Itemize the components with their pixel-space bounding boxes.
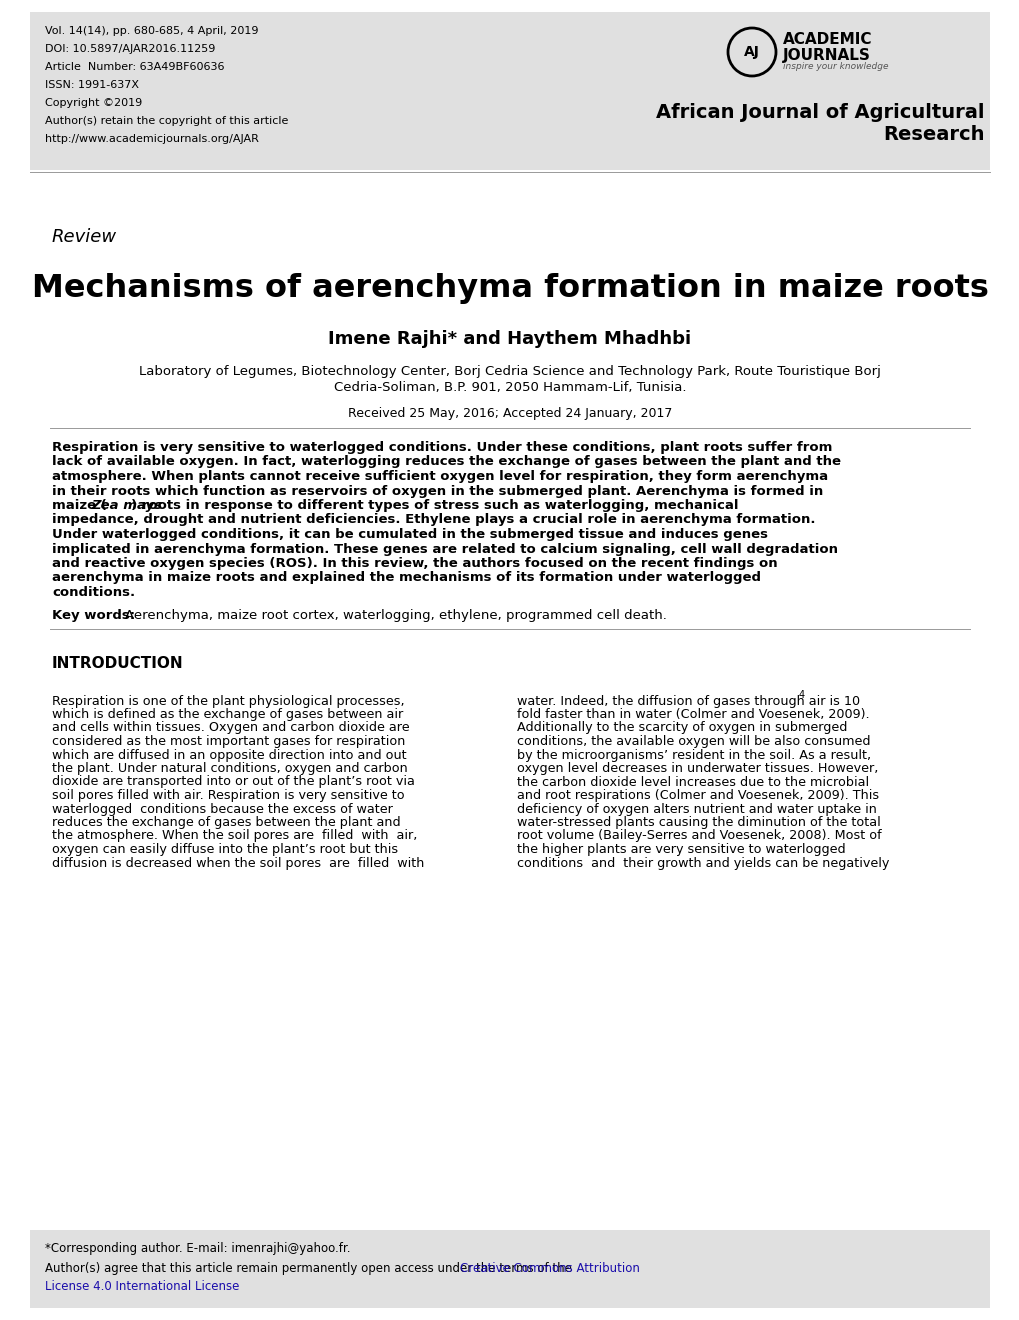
Text: Research: Research: [882, 124, 984, 144]
Text: reduces the exchange of gases between the plant and: reduces the exchange of gases between th…: [52, 816, 400, 829]
Text: Vol. 14(14), pp. 680-685, 4 April, 2019: Vol. 14(14), pp. 680-685, 4 April, 2019: [45, 26, 258, 36]
Text: and reactive oxygen species (ROS). In this review, the authors focused on the re: and reactive oxygen species (ROS). In th…: [52, 557, 776, 570]
Text: and root respirations (Colmer and Voesenek, 2009). This: and root respirations (Colmer and Voesen…: [517, 789, 878, 803]
Text: Author(s) agree that this article remain permanently open access under the terms: Author(s) agree that this article remain…: [45, 1262, 575, 1275]
Text: water-stressed plants causing the diminution of the total: water-stressed plants causing the diminu…: [517, 816, 879, 829]
Text: the plant. Under natural conditions, oxygen and carbon: the plant. Under natural conditions, oxy…: [52, 762, 408, 775]
Text: fold faster than in water (Colmer and Voesenek, 2009).: fold faster than in water (Colmer and Vo…: [517, 708, 869, 721]
Text: lack of available oxygen. In fact, waterlogging reduces the exchange of gases be: lack of available oxygen. In fact, water…: [52, 455, 841, 469]
Text: inspire your knowledge: inspire your knowledge: [783, 62, 888, 71]
Text: Key words:: Key words:: [52, 609, 135, 622]
Text: Copyright ©2019: Copyright ©2019: [45, 98, 142, 108]
Text: Mechanisms of aerenchyma formation in maize roots: Mechanisms of aerenchyma formation in ma…: [32, 273, 987, 305]
Text: Under waterlogged conditions, it can be cumulated in the submerged tissue and in: Under waterlogged conditions, it can be …: [52, 528, 767, 541]
Text: atmosphere. When plants cannot receive sufficient oxygen level for respiration, : atmosphere. When plants cannot receive s…: [52, 470, 827, 483]
Text: DOI: 10.5897/AJAR2016.11259: DOI: 10.5897/AJAR2016.11259: [45, 44, 215, 54]
Text: Additionally to the scarcity of oxygen in submerged: Additionally to the scarcity of oxygen i…: [517, 722, 847, 734]
Text: in their roots which function as reservoirs of oxygen in the submerged plant. Ae: in their roots which function as reservo…: [52, 484, 822, 498]
Text: AJ: AJ: [743, 45, 759, 59]
Text: Article  Number: 63A49BF60636: Article Number: 63A49BF60636: [45, 62, 224, 73]
Text: Laboratory of Legumes, Biotechnology Center, Borj Cedria Science and Technology : Laboratory of Legumes, Biotechnology Cen…: [139, 364, 880, 378]
Text: waterlogged  conditions because the excess of water: waterlogged conditions because the exces…: [52, 803, 392, 816]
Text: ) roots in response to different types of stress such as waterlogging, mechanica: ) roots in response to different types o…: [131, 499, 738, 512]
Text: Imene Rajhi* and Haythem Mhadhbi: Imene Rajhi* and Haythem Mhadhbi: [328, 330, 691, 348]
Text: soil pores filled with air. Respiration is very sensitive to: soil pores filled with air. Respiration …: [52, 789, 405, 803]
Text: ACADEMIC: ACADEMIC: [783, 32, 871, 48]
Text: Cedria-Soliman, B.P. 901, 2050 Hammam-Lif, Tunisia.: Cedria-Soliman, B.P. 901, 2050 Hammam-Li…: [333, 381, 686, 395]
Text: African Journal of Agricultural: African Journal of Agricultural: [656, 103, 984, 121]
Text: diffusion is decreased when the soil pores  are  filled  with: diffusion is decreased when the soil por…: [52, 857, 424, 870]
Text: ISSN: 1991-637X: ISSN: 1991-637X: [45, 81, 139, 90]
Text: the carbon dioxide level increases due to the microbial: the carbon dioxide level increases due t…: [517, 776, 868, 788]
Text: Author(s) retain the copyright of this article: Author(s) retain the copyright of this a…: [45, 116, 288, 125]
Text: impedance, drought and nutrient deficiencies. Ethylene plays a crucial role in a: impedance, drought and nutrient deficien…: [52, 513, 815, 527]
Text: Respiration is one of the plant physiological processes,: Respiration is one of the plant physiolo…: [52, 694, 405, 708]
Text: Review: Review: [52, 228, 117, 246]
Text: deficiency of oxygen alters nutrient and water uptake in: deficiency of oxygen alters nutrient and…: [517, 803, 876, 816]
Text: the higher plants are very sensitive to waterlogged: the higher plants are very sensitive to …: [517, 843, 845, 855]
Text: 4: 4: [798, 689, 804, 700]
Text: the atmosphere. When the soil pores are  filled  with  air,: the atmosphere. When the soil pores are …: [52, 829, 417, 842]
Text: *Corresponding author. E-mail: imenrajhi@yahoo.fr.: *Corresponding author. E-mail: imenrajhi…: [45, 1242, 351, 1255]
Text: conditions, the available oxygen will be also consumed: conditions, the available oxygen will be…: [517, 735, 869, 748]
Text: aerenchyma in maize roots and explained the mechanisms of its formation under wa: aerenchyma in maize roots and explained …: [52, 572, 760, 585]
Text: oxygen can easily diffuse into the plant’s root but this: oxygen can easily diffuse into the plant…: [52, 843, 397, 855]
Text: which is defined as the exchange of gases between air: which is defined as the exchange of gase…: [52, 708, 403, 721]
Text: conditions  and  their growth and yields can be negatively: conditions and their growth and yields c…: [517, 857, 889, 870]
Text: root volume (Bailey-Serres and Voesenek, 2008). Most of: root volume (Bailey-Serres and Voesenek,…: [517, 829, 880, 842]
Text: Creative Commons Attribution: Creative Commons Attribution: [460, 1262, 640, 1275]
Text: License 4.0 International License: License 4.0 International License: [45, 1280, 239, 1294]
Text: JOURNALS: JOURNALS: [783, 48, 870, 63]
Text: Aerenchyma, maize root cortex, waterlogging, ethylene, programmed cell death.: Aerenchyma, maize root cortex, waterlogg…: [125, 609, 666, 622]
Text: Zea mays: Zea mays: [92, 499, 162, 512]
Text: by the microorganisms’ resident in the soil. As a result,: by the microorganisms’ resident in the s…: [517, 748, 870, 762]
FancyBboxPatch shape: [30, 12, 989, 170]
Text: conditions.: conditions.: [52, 586, 135, 599]
Text: considered as the most important gases for respiration: considered as the most important gases f…: [52, 735, 405, 748]
Text: INTRODUCTION: INTRODUCTION: [52, 656, 183, 672]
Text: Respiration is very sensitive to waterlogged conditions. Under these conditions,: Respiration is very sensitive to waterlo…: [52, 441, 832, 454]
Text: which are diffused in an opposite direction into and out: which are diffused in an opposite direct…: [52, 748, 407, 762]
Text: oxygen level decreases in underwater tissues. However,: oxygen level decreases in underwater tis…: [517, 762, 877, 775]
Text: and cells within tissues. Oxygen and carbon dioxide are: and cells within tissues. Oxygen and car…: [52, 722, 410, 734]
Text: water. Indeed, the diffusion of gases through air is 10: water. Indeed, the diffusion of gases th…: [517, 694, 859, 708]
Text: maize (: maize (: [52, 499, 107, 512]
FancyBboxPatch shape: [30, 1230, 989, 1308]
Text: http://www.academicjournals.org/AJAR: http://www.academicjournals.org/AJAR: [45, 135, 259, 144]
Text: Received 25 May, 2016; Accepted 24 January, 2017: Received 25 May, 2016; Accepted 24 Janua…: [347, 407, 672, 420]
Text: dioxide are transported into or out of the plant’s root via: dioxide are transported into or out of t…: [52, 776, 415, 788]
Text: implicated in aerenchyma formation. These genes are related to calcium signaling: implicated in aerenchyma formation. Thes…: [52, 543, 838, 556]
